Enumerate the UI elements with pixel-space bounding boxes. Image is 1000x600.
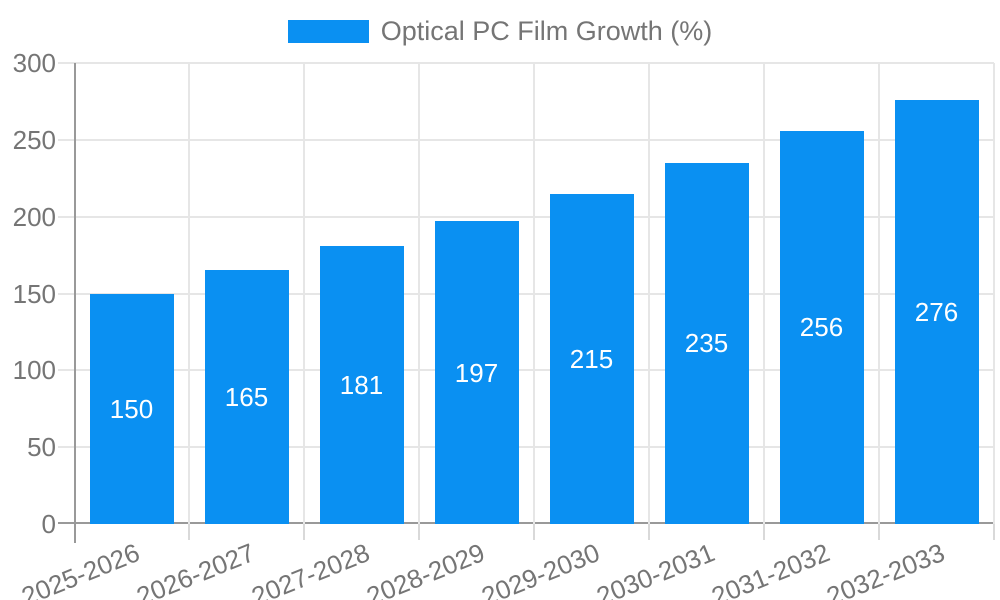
x-axis-tick [763,524,765,540]
x-axis-category-label: 2025-2026 [17,537,144,600]
bar-value-label: 197 [454,357,499,388]
bar-value-label: 181 [339,369,384,400]
legend-swatch [287,20,369,43]
plot-area: 0 50 100 150 200 250 300 150 2025-2026 165 2026-20… [13,50,995,600]
gridline-vertical [303,63,305,524]
bar-value-label: 150 [109,393,154,424]
bar-value-label: 165 [224,382,269,413]
y-axis-tick [58,138,74,141]
y-axis-tick [58,62,74,64]
bar-value-label: 215 [569,343,614,374]
gridline-vertical [418,63,420,524]
gridline-vertical [188,63,190,524]
y-axis-tick-label: 0 [41,509,56,539]
bar-value-label: 256 [799,312,844,343]
y-axis-tick-label: 150 [12,278,56,309]
y-axis-tick [58,215,74,218]
y-axis-tick [58,292,74,295]
bar: 197 [434,221,519,524]
y-axis-tick-label: 100 [12,355,56,386]
bar-value-label: 276 [914,296,959,327]
x-axis-category-label: 2029-2030 [477,537,604,600]
bar: 215 [549,193,634,524]
bar: 165 [204,270,289,524]
gridline-vertical [533,63,535,524]
gridline-vertical [763,63,765,524]
gridline-vertical [878,63,880,524]
gridline-vertical [993,63,995,524]
y-axis-tick-label: 50 [27,432,56,463]
x-axis-tick [188,524,190,540]
bar: 150 [89,293,174,524]
legend: Optical PC Film Growth (%) [0,18,1000,45]
y-axis-tick [58,446,74,449]
x-axis-category-label: 2028-2029 [362,537,489,600]
y-axis-tick-label: 300 [12,48,56,78]
x-axis-tick [878,524,880,540]
y-axis-tick-label: 250 [12,124,56,155]
y-axis-tick [58,369,74,372]
x-axis-tick [418,524,420,540]
x-axis-category-label: 2030-2031 [592,537,719,600]
x-axis-category-label: 2031-2032 [707,537,834,600]
x-axis-tick [648,524,650,540]
bar: 256 [779,130,864,524]
x-axis-category-label: 2032-2033 [822,537,949,600]
y-axis-tick-label: 200 [12,201,56,232]
bar: 235 [664,162,749,524]
x-axis-tick [993,524,995,540]
bar: 276 [894,99,979,524]
bar: 181 [319,245,404,524]
gridline-vertical [648,63,650,524]
x-axis-category-label: 2026-2027 [132,537,259,600]
x-axis-category-label: 2027-2028 [247,537,374,600]
bar-value-label: 235 [684,328,729,359]
x-axis-tick [533,524,535,540]
y-axis-line [74,63,76,543]
x-axis-line [58,522,994,524]
x-axis-tick [303,524,305,540]
legend-label: Optical PC Film Growth (%) [380,16,713,46]
